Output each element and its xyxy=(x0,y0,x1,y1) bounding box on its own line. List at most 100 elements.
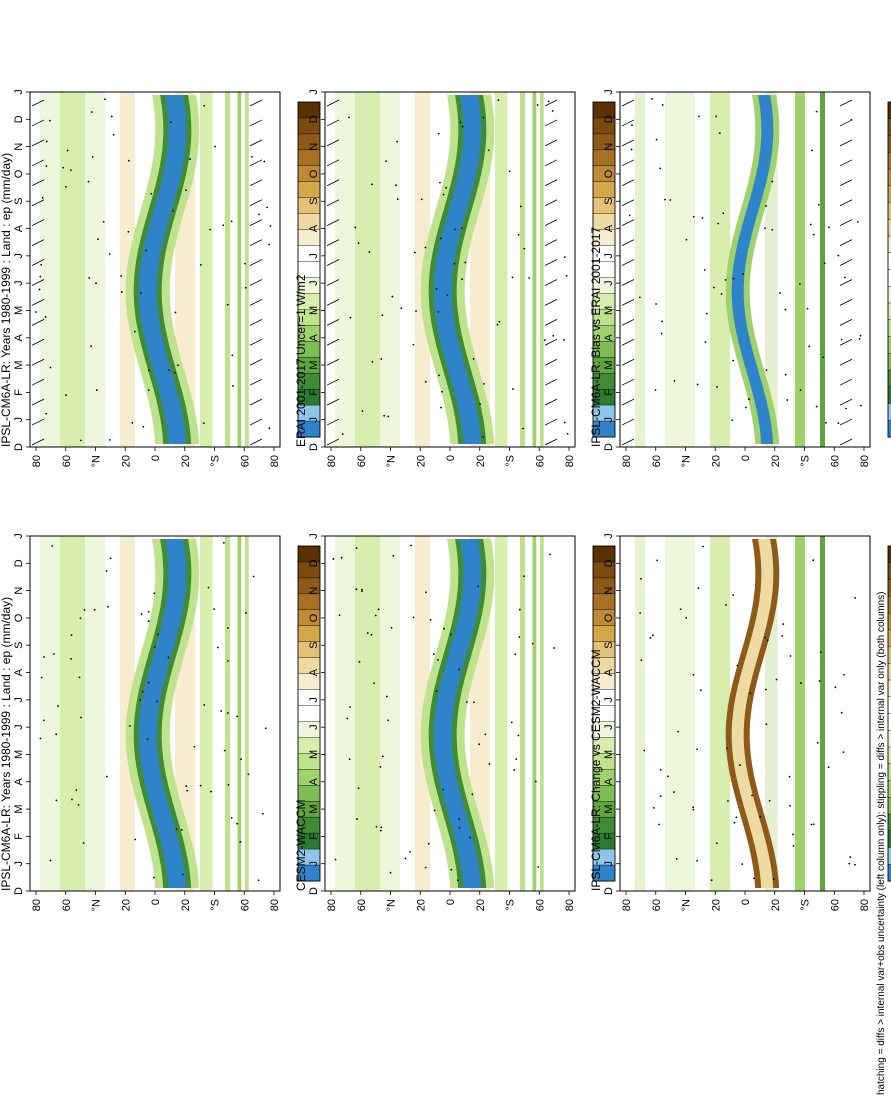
stipple-dot xyxy=(513,769,516,771)
hatch-line xyxy=(326,139,340,147)
stipple-dot xyxy=(41,196,44,199)
month-label: A xyxy=(603,668,615,676)
stipple-dot xyxy=(673,791,675,793)
stipple-dot xyxy=(232,385,234,387)
month-label: O xyxy=(603,169,615,178)
stipple-dot xyxy=(69,169,72,172)
month-label: J xyxy=(603,724,615,730)
stipple-dot xyxy=(659,167,662,170)
hatch-line xyxy=(621,219,635,227)
hatch-line xyxy=(544,358,558,366)
stipple-dot xyxy=(445,186,448,189)
month-label: J xyxy=(603,280,615,286)
stipple-dot xyxy=(134,838,137,841)
hatch-line xyxy=(621,378,635,386)
stipple-dot xyxy=(704,341,707,344)
month-label: N xyxy=(13,587,25,595)
stipple-dot xyxy=(837,422,840,425)
itcz-core xyxy=(433,95,482,444)
stipple-dot xyxy=(438,374,440,377)
stipple-dot xyxy=(42,719,45,722)
lat-band xyxy=(495,536,508,891)
lat-band xyxy=(355,92,380,447)
hatch-line xyxy=(621,179,635,187)
month-label: J xyxy=(13,280,25,286)
hatch-line xyxy=(31,239,45,246)
month-label: N xyxy=(308,143,320,151)
hatch-line xyxy=(326,199,340,207)
stipple-dot xyxy=(484,733,487,736)
month-label: M xyxy=(603,750,615,759)
lat-label: 60 xyxy=(829,899,841,911)
colorbar-swatch xyxy=(297,785,321,802)
stipple-dot xyxy=(816,742,819,744)
stipple-dot xyxy=(236,822,239,825)
stipple-dot xyxy=(199,784,202,787)
stipple-dot xyxy=(355,588,358,591)
stipple-dot xyxy=(338,614,341,617)
stipple-dot xyxy=(355,547,358,550)
stipple-dot xyxy=(370,183,373,186)
lat-label: 0 xyxy=(150,899,162,905)
stipple-dot xyxy=(749,692,752,695)
hatch-line xyxy=(621,438,635,446)
lat-band xyxy=(380,92,400,447)
month-label: D xyxy=(308,559,320,567)
stipple-dot xyxy=(268,243,271,246)
panel-p4: D J F M A M J J A S O N D J 80 60 °N 20 0 20 °S 60 80 CESM2-WAC… xyxy=(294,533,630,911)
stipple-dot xyxy=(765,205,768,207)
stipple-dot xyxy=(741,273,744,275)
stipple-dot xyxy=(531,642,534,645)
stipple-dot xyxy=(685,238,688,241)
stipple-dot xyxy=(566,432,569,435)
lat-label: 0 xyxy=(740,899,752,905)
stipple-dot xyxy=(859,334,862,337)
stipple-dot xyxy=(692,215,695,218)
hatch-line xyxy=(249,219,263,227)
hatch-line xyxy=(544,279,558,286)
hatch-line xyxy=(326,219,340,227)
month-label: S xyxy=(13,642,25,649)
hatch-line xyxy=(839,279,853,286)
stipple-dot xyxy=(733,821,736,824)
hatch-line xyxy=(839,299,853,306)
stipple-dot xyxy=(696,859,699,862)
month-label: O xyxy=(13,613,25,622)
month-label: J xyxy=(13,533,25,539)
hatch-line xyxy=(249,99,263,107)
hatch-line xyxy=(839,318,853,326)
stipple-dot xyxy=(659,795,662,798)
stipple-dot xyxy=(806,307,809,310)
stipple-dot xyxy=(75,789,78,791)
lat-label: 20 xyxy=(120,455,132,467)
lat-label: 60 xyxy=(356,455,368,467)
stipple-dot xyxy=(45,412,48,415)
stipple-dot xyxy=(837,254,840,257)
lat-band xyxy=(355,536,380,891)
hatch-line xyxy=(621,398,635,406)
month-label: J xyxy=(308,533,320,539)
stipple-dot xyxy=(357,787,360,790)
stipple-dot xyxy=(157,633,159,636)
stipple-dot xyxy=(231,354,234,357)
hatch-line xyxy=(839,259,853,266)
stipple-dot xyxy=(461,125,464,128)
month-label: D xyxy=(13,115,25,123)
stipple-dot xyxy=(87,180,90,183)
month-label: S xyxy=(308,642,320,649)
lat-label: 20 xyxy=(180,899,192,911)
stipple-dot xyxy=(811,149,813,152)
month-label: N xyxy=(603,587,615,595)
stipple-dot xyxy=(469,836,472,839)
stipple-dot xyxy=(261,812,264,815)
stipple-dot xyxy=(49,366,52,369)
stipple-dot xyxy=(715,115,718,118)
stipple-dot xyxy=(669,199,672,201)
stipple-dot xyxy=(433,809,436,812)
month-label: J xyxy=(603,861,615,867)
stipple-dot xyxy=(173,371,176,374)
stipple-dot xyxy=(263,160,266,163)
stipple-dot xyxy=(512,388,514,390)
stipple-dot xyxy=(661,104,664,106)
lat-label: 60 xyxy=(239,455,251,467)
